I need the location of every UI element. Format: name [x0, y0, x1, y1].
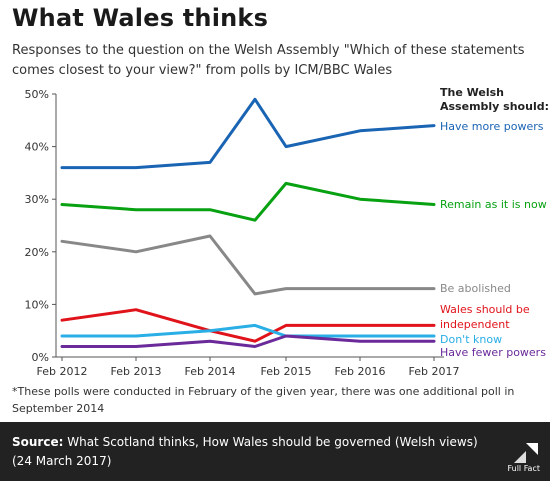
series-label-1: Remain as it is now [440, 198, 547, 211]
series-line-3 [60, 308, 436, 343]
y-tick-label: 20% [25, 246, 49, 259]
x-tick-label: Feb 2017 [409, 365, 460, 378]
y-tick-label: 40% [25, 141, 49, 154]
y-tick-label: 50% [25, 88, 49, 101]
series-lines [60, 97, 436, 348]
x-tick-label: Feb 2015 [261, 365, 312, 378]
series-line-0 [60, 97, 436, 170]
x-tick-label: Feb 2012 [37, 365, 88, 378]
series-line-4 [60, 323, 436, 338]
series-label-3: independent [440, 318, 510, 331]
series-label-2: Be abolished [440, 282, 511, 295]
logo-mark-icon [514, 443, 538, 463]
series-line-1 [60, 181, 436, 222]
chart-title: What Wales thinks [12, 4, 269, 32]
source-citation: What Scotland thinks, How Wales should b… [12, 435, 478, 468]
x-tick-label: Feb 2013 [111, 365, 162, 378]
source-label: Source: [12, 435, 64, 449]
x-tick-label: Feb 2016 [335, 365, 386, 378]
x-axis: Feb 2012 Feb 2013 Feb 2014 Feb 2015 Feb 2016… [37, 356, 460, 378]
series-label-4: Don't know [440, 333, 502, 346]
y-tick-label: 0% [32, 351, 49, 364]
source-bar: Source: What Scotland thinks, How Wales … [0, 422, 550, 481]
chart-subtitle: Responses to the question on the Welsh A… [12, 43, 525, 78]
series-line-2 [60, 234, 436, 296]
legend-title-line: The Welsh [440, 86, 504, 99]
full-fact-logo: Full Fact [500, 441, 540, 473]
series-label-5: Have fewer powers [440, 346, 546, 359]
line-chart: 0%10%20%30%40%50% Feb 2012 Feb 2013 Feb 20… [25, 86, 549, 378]
y-tick-label: 10% [25, 298, 49, 311]
y-tick-label: 30% [25, 193, 49, 206]
source-text: Source: What Scotland thinks, How Wales … [12, 433, 482, 471]
series-label-0: Have more powers [440, 120, 544, 133]
series-label-3: Wales should be [440, 303, 530, 316]
x-tick-label: Feb 2014 [185, 365, 236, 378]
series-line-5 [60, 334, 436, 348]
logo-text: Full Fact [507, 464, 540, 473]
legend-title-line: Assembly should: [440, 100, 549, 113]
footnote: *These polls were conducted in February … [12, 385, 515, 415]
y-axis: 0% 10% 20% 30% 40% 50% [25, 88, 57, 364]
